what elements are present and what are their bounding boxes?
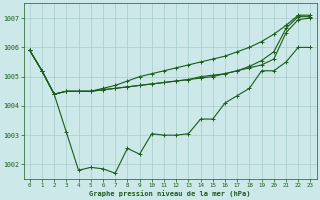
X-axis label: Graphe pression niveau de la mer (hPa): Graphe pression niveau de la mer (hPa) (89, 190, 251, 197)
